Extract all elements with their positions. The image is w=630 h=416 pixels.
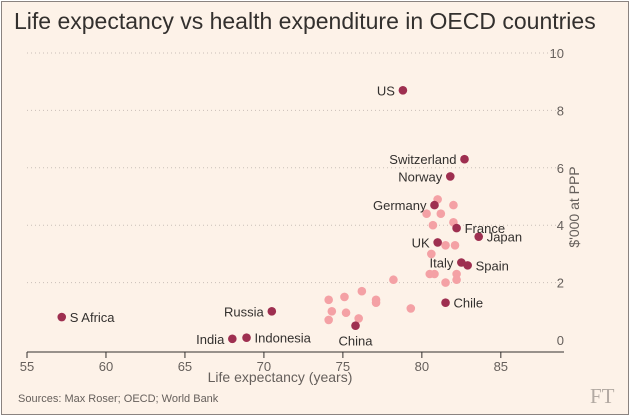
- data-point: [436, 209, 446, 219]
- data-point: [422, 209, 431, 219]
- y-tick-labels: 0 2 4 6 8 10: [550, 46, 564, 348]
- point-label: India: [196, 332, 225, 347]
- data-point-us: [398, 86, 408, 95]
- data-point-s-africa: [57, 312, 67, 322]
- point-labels: US Switzerland Norway Germany France UK Japan I…: [70, 83, 522, 348]
- data-point: [449, 200, 458, 210]
- data-point-france: [452, 223, 461, 233]
- x-axis-label: Life expectancy (years): [208, 369, 353, 385]
- data-point-chile: [441, 298, 450, 307]
- y-tick-label: 0: [557, 333, 564, 348]
- point-label: China: [339, 334, 374, 349]
- data-point: [430, 269, 439, 279]
- point-label: UK: [412, 235, 430, 250]
- y-tick-label: 2: [557, 276, 564, 291]
- data-point: [450, 240, 460, 250]
- point-label: Japan: [487, 230, 522, 245]
- x-tick-label: 60: [99, 359, 113, 374]
- data-point: [371, 298, 381, 307]
- data-point: [324, 295, 333, 305]
- data-point: [406, 304, 416, 313]
- point-label: S Africa: [70, 310, 116, 325]
- data-point: [441, 278, 450, 287]
- data-point: [340, 292, 349, 302]
- data-point-japan: [474, 232, 484, 241]
- data-point: [452, 275, 461, 285]
- x-tick-label: 70: [257, 359, 271, 374]
- data-point-germany: [430, 200, 439, 210]
- x-tick-label: 85: [494, 359, 508, 374]
- y-axis-label: $'000 at PPP: [566, 166, 582, 247]
- y-tick-label: 8: [557, 103, 564, 118]
- x-tick-label: 80: [415, 359, 429, 374]
- chart-title: Life expectancy vs health expenditure in…: [14, 8, 596, 34]
- data-point: [357, 286, 367, 296]
- point-label: France: [465, 221, 505, 236]
- source-note: Sources: Max Roser; OECD; World Bank: [18, 393, 219, 405]
- point-label: Spain: [476, 258, 509, 273]
- point-label: Norway: [398, 169, 443, 184]
- data-point: [389, 275, 398, 285]
- data-point: [354, 314, 363, 323]
- data-point-russia: [267, 307, 277, 316]
- point-label: Germany: [373, 198, 427, 213]
- data-point: [428, 220, 438, 230]
- x-tick-labels: 55 60 65 70 75 80 85: [20, 352, 508, 374]
- data-point: [324, 315, 333, 325]
- data-points: [57, 86, 484, 344]
- x-tick-label: 75: [336, 359, 350, 374]
- data-point-india: [228, 334, 237, 344]
- point-label: US: [377, 83, 395, 98]
- data-point-switzerland: [460, 154, 469, 164]
- gridlines: [27, 52, 560, 284]
- ft-logo: FT: [590, 384, 615, 408]
- point-label: Chile: [454, 296, 484, 311]
- data-point: [427, 249, 436, 259]
- data-point: [441, 240, 450, 250]
- data-point-spain: [463, 261, 472, 270]
- y-tick-label: 4: [557, 218, 564, 233]
- y-tick-label: 10: [550, 46, 564, 61]
- data-point-uk: [433, 238, 442, 247]
- data-point-indonesia: [242, 333, 251, 343]
- point-label: Italy: [429, 256, 453, 271]
- data-point-china: [351, 321, 360, 330]
- data-point-norway: [445, 172, 455, 181]
- x-tick-label: 55: [20, 359, 34, 374]
- point-label: Switzerland: [389, 152, 456, 167]
- point-label: Indonesia: [255, 331, 312, 346]
- data-point: [341, 308, 351, 318]
- data-point: [327, 307, 337, 316]
- y-tick-label: 6: [557, 161, 564, 176]
- point-label: Russia: [224, 304, 265, 319]
- x-tick-label: 65: [178, 359, 192, 374]
